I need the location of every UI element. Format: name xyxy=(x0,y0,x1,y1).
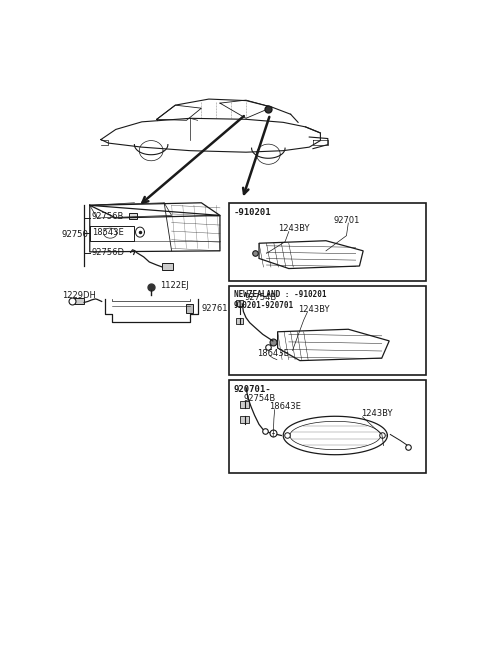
Text: 92754B: 92754B xyxy=(244,294,276,302)
Bar xyxy=(236,318,243,324)
Text: 910201-920701: 910201-920701 xyxy=(234,302,294,310)
Bar xyxy=(240,417,249,423)
Bar xyxy=(240,401,249,407)
Text: -910201: -910201 xyxy=(234,208,271,217)
Text: 1243BY: 1243BY xyxy=(277,223,309,233)
Text: 92701: 92701 xyxy=(334,216,360,225)
Bar xyxy=(129,214,137,219)
Text: 18643E: 18643E xyxy=(257,349,289,358)
Text: 92761: 92761 xyxy=(202,304,228,313)
Text: 920701-: 920701- xyxy=(234,385,271,394)
Bar xyxy=(74,298,84,304)
Bar xyxy=(236,300,243,306)
Bar xyxy=(186,304,193,313)
Text: 92754B: 92754B xyxy=(243,394,276,403)
Text: 1243BY: 1243BY xyxy=(298,305,330,313)
Bar xyxy=(229,286,426,374)
Text: 92756B: 92756B xyxy=(92,212,124,221)
Text: 92750: 92750 xyxy=(62,230,89,239)
Text: 92756D: 92756D xyxy=(92,248,125,257)
Bar xyxy=(229,203,426,281)
Text: NEWZEALAND : -910201: NEWZEALAND : -910201 xyxy=(234,290,326,300)
Text: 1229DH: 1229DH xyxy=(62,291,96,300)
Text: 18643E: 18643E xyxy=(269,402,301,411)
Bar xyxy=(162,263,173,270)
Text: 1122EJ: 1122EJ xyxy=(160,281,189,290)
Bar xyxy=(229,380,426,474)
Text: 18543E: 18543E xyxy=(92,227,123,237)
Text: 1243BY: 1243BY xyxy=(361,409,393,419)
